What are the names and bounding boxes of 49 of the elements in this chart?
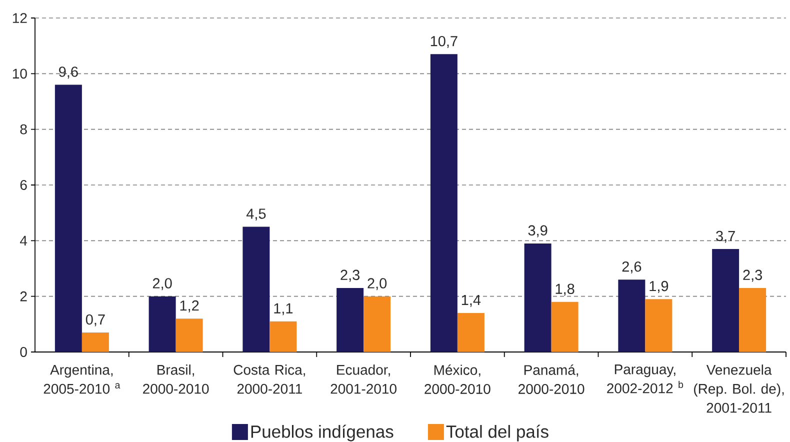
data-label: 4,5 [246,208,266,221]
data-label: 1,8 [556,284,574,296]
bar [457,313,484,352]
x-tick-label: Brasil, 2000-2010 [143,364,209,394]
bar [54,84,82,352]
bar [712,249,740,352]
bar [270,321,297,352]
legend-label: Pueblos indígenas [251,424,394,442]
data-label: 1,9 [650,280,668,293]
x-tick-label: Paraguay, 2002-2012 $^{b}$ [607,364,684,394]
bar [364,296,391,352]
x-tick-label: México, 2000-2010 [424,364,490,394]
legend-label: Total del país [446,424,548,442]
data-label: 3,7 [716,230,735,243]
data-label: 9,6 [59,66,78,79]
x-tick-label: Panamá, 2000-2010 [518,364,584,394]
data-label: 2,0 [368,278,387,290]
y-tick-label: 10 [12,68,27,79]
data-label: 1,2 [180,300,199,312]
data-label: 1,1 [274,303,293,316]
y-tick-label: 6 [20,180,27,190]
bar [242,226,270,352]
data-label: 2,0 [152,278,172,290]
bar [645,299,672,352]
bar [618,280,646,352]
y-tick-label: 4 [20,236,28,246]
y-tick-label: 8 [20,124,27,134]
x-tick-label: Ecuador, 2001-2010 [330,364,396,394]
data-label: 2,6 [622,261,642,274]
bar [82,332,109,352]
x-tick-label: Argentina, 2005-2010 $^{a}$ [44,364,120,394]
bar [430,54,458,352]
x-tick-label: Costa Rica, 2000-2011 [234,364,305,394]
data-label: 10,7 [430,36,458,48]
bar [176,318,203,352]
data-label: 0,7 [86,314,105,326]
bar [524,243,552,352]
y-tick-label: 0 [20,347,27,357]
data-label: 3,9 [528,225,548,238]
data-label: 2,3 [743,270,762,282]
bar [148,296,176,352]
bar [739,288,766,352]
data-label: 2,3 [340,270,360,282]
y-tick-label: 2 [20,291,27,302]
y-tick-label: 12 [12,13,27,23]
bar [551,302,578,352]
bar [336,288,364,352]
x-tick-label: Venezuela (Rep. Bol. de), 2001-2011 [694,364,784,413]
data-label: 1,4 [462,295,481,307]
